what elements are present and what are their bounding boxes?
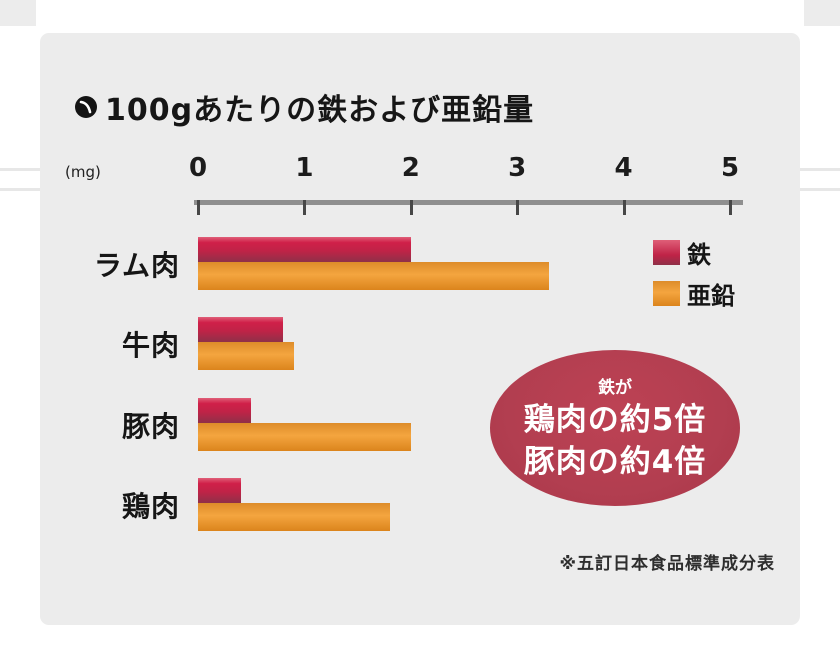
bar-row-4: 鶏肉 xyxy=(40,478,800,532)
axis-tick-mark-0 xyxy=(197,200,200,215)
axis-tick-label-0: 0 xyxy=(188,153,208,183)
bar-zinc xyxy=(198,503,390,531)
category-label: 鶏肉 xyxy=(121,490,180,523)
axis-unit-label: (mg) xyxy=(65,163,101,181)
bar-row-1: ラム肉 xyxy=(40,237,800,291)
chart-card: 100gあたりの鉄および亜鉛量 (mg) 0 1 2 3 4 5 ラム肉牛肉豚肉鶏肉 鉄亜… xyxy=(40,33,800,625)
axis-tick-mark-5 xyxy=(729,200,732,215)
category-label: 牛肉 xyxy=(121,329,180,362)
axis-tick-label-1: 1 xyxy=(295,153,314,183)
callout-line-1: 鶏肉の約5倍 xyxy=(523,401,707,438)
bar-row-2: 牛肉 xyxy=(40,317,800,371)
axis-tick-mark-4 xyxy=(622,200,626,215)
axis-tick-label-2: 2 xyxy=(401,153,420,183)
margin-rule-left-bottom xyxy=(0,188,40,191)
bar-zinc xyxy=(198,423,411,451)
page-corner-decoration-left xyxy=(0,0,36,26)
bar-iron xyxy=(198,398,251,423)
legend-swatch-icon xyxy=(653,281,680,306)
callout-top-text: 鉄が xyxy=(598,377,632,398)
bar-iron xyxy=(198,237,411,262)
axis-tick-mark-3 xyxy=(516,200,520,215)
bar-zinc xyxy=(198,342,294,370)
legend-item-zinc: 亜鉛 xyxy=(653,276,735,311)
legend-label: 亜鉛 xyxy=(687,282,735,310)
legend-label: 鉄 xyxy=(687,241,711,269)
margin-rule-left-top xyxy=(0,168,40,171)
callout-line-2: 豚肉の約4倍 xyxy=(523,443,707,480)
margin-rule-right-bottom xyxy=(800,188,840,191)
bar-row-3: 豚肉 xyxy=(40,398,800,452)
margin-rule-right-top xyxy=(800,168,840,171)
category-label: 豚肉 xyxy=(121,410,180,443)
category-label: ラム肉 xyxy=(93,249,180,282)
axis-tick-mark-2 xyxy=(409,200,413,215)
axis-line xyxy=(194,200,743,205)
swirl-bullet-icon xyxy=(73,94,99,120)
legend-swatch-icon xyxy=(653,240,680,265)
legend: 鉄亜鉛 xyxy=(653,235,735,317)
callout-ellipse: 鉄が 鶏肉の約5倍 豚肉の約4倍 xyxy=(490,350,740,506)
bar-iron xyxy=(198,478,241,503)
source-footnote: ※五訂日本食品標準成分表 xyxy=(559,554,775,574)
bar-iron xyxy=(198,317,283,342)
page-title: 100gあたりの鉄および亜鉛量 xyxy=(105,93,535,128)
legend-item-iron: 鉄 xyxy=(653,235,735,270)
chart-title-row: 100gあたりの鉄および亜鉛量 xyxy=(73,85,534,129)
page-corner-decoration-right xyxy=(804,0,840,26)
axis-tick-label-4: 4 xyxy=(614,153,633,183)
axis-tick-mark-1 xyxy=(303,200,307,215)
axis-tick-label-3: 3 xyxy=(508,153,527,183)
bar-zinc xyxy=(198,262,549,290)
axis-tick-label-5: 5 xyxy=(720,153,740,183)
